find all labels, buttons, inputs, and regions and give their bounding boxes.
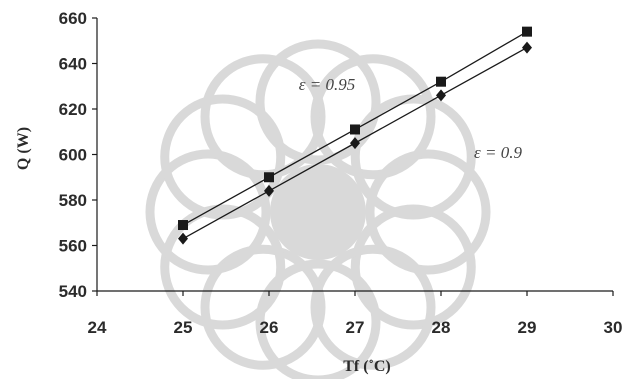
y-tick-label: 660	[59, 9, 87, 28]
watermark-arc	[310, 54, 436, 180]
x-tick-label: 30	[604, 318, 623, 337]
series-label-1: ε = 0.9	[474, 143, 522, 162]
series-markers	[178, 26, 532, 245]
y-axis-title: Q (W)	[15, 127, 32, 170]
data-point-square	[522, 26, 532, 37]
y-tick-label: 580	[59, 191, 87, 210]
watermark-arc	[160, 94, 286, 220]
watermark-arc	[200, 54, 326, 180]
y-tick-label: 560	[59, 237, 87, 256]
x-tick-label: 28	[432, 318, 451, 337]
x-tick-label: 25	[174, 318, 193, 337]
data-point-diamond	[436, 89, 446, 102]
x-tick-label: 26	[260, 318, 279, 337]
series-label-0: ε = 0.95	[299, 75, 355, 94]
x-tick-label: 24	[88, 318, 107, 337]
data-point-diamond	[178, 232, 188, 245]
watermark-arc	[350, 204, 476, 330]
watermark-arc	[350, 94, 476, 220]
data-point-square	[436, 76, 446, 87]
data-point-square	[264, 172, 274, 183]
data-point-square	[350, 124, 360, 135]
x-axis-title: Tf (˚C)	[343, 358, 391, 375]
watermark-center	[270, 164, 366, 260]
watermark-arc	[255, 259, 381, 379]
watermark-arc	[160, 204, 286, 330]
watermark-logo	[145, 39, 491, 379]
series-labels: ε = 0.95 ε = 0.9	[299, 75, 523, 162]
data-point-diamond	[350, 137, 360, 150]
watermark-arc	[200, 244, 326, 370]
axis-ticks: 24 25 26 27 28 29 30 540 560 580 600 620 640 660	[59, 9, 623, 337]
data-point-square	[178, 220, 188, 231]
watermark-arc	[310, 244, 436, 370]
y-tick-label: 620	[59, 100, 87, 119]
watermark-arc	[145, 149, 271, 275]
data-point-diamond	[264, 184, 274, 197]
x-tick-label: 29	[518, 318, 537, 337]
watermark-arc	[255, 39, 381, 165]
y-tick-label: 640	[59, 55, 87, 74]
y-tick-label: 600	[59, 146, 87, 165]
data-point-diamond	[522, 41, 532, 54]
watermark-arc	[365, 149, 491, 275]
x-tick-label: 27	[346, 318, 365, 337]
y-tick-label: 540	[59, 282, 87, 301]
